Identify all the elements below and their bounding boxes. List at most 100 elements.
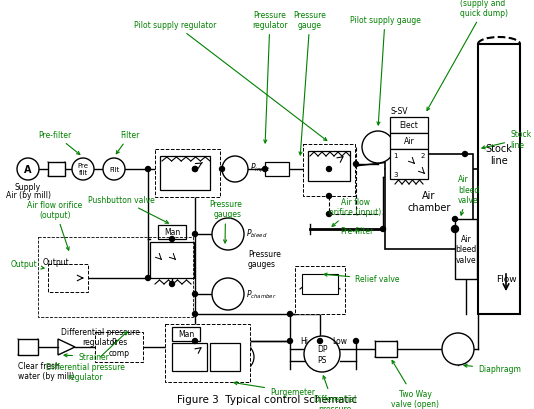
Bar bbox=[303, 145, 355, 196]
Text: A: A bbox=[24, 164, 32, 175]
Text: Man: Man bbox=[164, 228, 180, 237]
Text: $P_{chamber}$: $P_{chamber}$ bbox=[246, 288, 277, 301]
Circle shape bbox=[287, 339, 293, 344]
Text: Stock
line: Stock line bbox=[485, 144, 513, 165]
Text: 1: 1 bbox=[393, 153, 397, 159]
Text: Clear fresh
water (by mill): Clear fresh water (by mill) bbox=[18, 361, 74, 380]
Circle shape bbox=[354, 162, 358, 167]
Circle shape bbox=[192, 312, 198, 317]
Bar bbox=[48, 163, 65, 177]
Bar bbox=[165, 324, 250, 382]
Text: $P_{bleed}$: $P_{bleed}$ bbox=[246, 227, 268, 240]
Text: Low: Low bbox=[333, 337, 348, 346]
Bar bbox=[158, 225, 186, 239]
Circle shape bbox=[219, 167, 224, 172]
Text: Two Way
valve (open): Two Way valve (open) bbox=[391, 361, 439, 409]
Text: Supply: Supply bbox=[15, 182, 41, 191]
Text: Pre
filt: Pre filt bbox=[77, 163, 89, 176]
Circle shape bbox=[169, 282, 175, 287]
Circle shape bbox=[362, 132, 394, 164]
Text: Pilot supply regulator: Pilot supply regulator bbox=[134, 21, 327, 141]
Text: Pilot supply gauge: Pilot supply gauge bbox=[350, 16, 420, 126]
Circle shape bbox=[326, 167, 332, 172]
Circle shape bbox=[212, 218, 244, 250]
Bar bbox=[38, 237, 193, 317]
Text: Air
bleed
valve: Air bleed valve bbox=[458, 175, 479, 216]
Circle shape bbox=[318, 339, 323, 344]
Text: Pushbutton valve: Pushbutton valve bbox=[88, 196, 168, 224]
Text: Relief valve: Relief valve bbox=[324, 274, 399, 284]
Text: Man: Man bbox=[178, 330, 194, 339]
Bar bbox=[150, 243, 194, 278]
Circle shape bbox=[72, 159, 94, 180]
Text: Stock
line: Stock line bbox=[482, 130, 531, 150]
Text: $P_{input}$: $P_{input}$ bbox=[250, 161, 271, 174]
Text: Differential pressure
regulator: Differential pressure regulator bbox=[45, 332, 127, 381]
Text: S-SV: S-SV bbox=[390, 107, 407, 116]
Text: Air: Air bbox=[404, 137, 414, 146]
Text: Purgemeter: Purgemeter bbox=[234, 382, 315, 397]
Bar bbox=[390, 150, 428, 180]
Text: Air (by mill): Air (by mill) bbox=[5, 191, 51, 200]
Circle shape bbox=[381, 227, 386, 232]
Text: Pressure
gauges: Pressure gauges bbox=[248, 249, 281, 269]
Circle shape bbox=[145, 276, 151, 281]
Text: Differential
pressure
switch: Differential pressure switch bbox=[313, 376, 357, 409]
Circle shape bbox=[192, 292, 198, 297]
Text: Figure 3  Typical control schematic: Figure 3 Typical control schematic bbox=[177, 394, 357, 404]
Circle shape bbox=[222, 157, 248, 182]
Bar bbox=[308, 152, 350, 182]
Bar bbox=[160, 157, 210, 191]
Text: Strainer: Strainer bbox=[64, 352, 109, 361]
Text: 2: 2 bbox=[421, 153, 425, 159]
Text: Pres
comp: Pres comp bbox=[108, 337, 130, 357]
Circle shape bbox=[442, 333, 474, 365]
Text: Solenoid valve
(supply and
quick dump): Solenoid valve (supply and quick dump) bbox=[427, 0, 516, 111]
Circle shape bbox=[263, 167, 268, 172]
Text: Air flow orifice
(output): Air flow orifice (output) bbox=[27, 200, 83, 251]
Circle shape bbox=[192, 232, 198, 237]
Circle shape bbox=[287, 312, 293, 317]
Circle shape bbox=[192, 339, 198, 344]
Circle shape bbox=[452, 217, 458, 222]
Text: Air
chamber: Air chamber bbox=[407, 191, 451, 212]
Bar bbox=[155, 150, 220, 198]
Bar bbox=[210, 343, 240, 371]
Circle shape bbox=[304, 336, 340, 372]
Bar bbox=[18, 339, 38, 355]
Bar bbox=[455, 220, 477, 279]
Bar bbox=[375, 341, 397, 357]
Circle shape bbox=[17, 159, 39, 180]
Text: Pressure
regulator: Pressure regulator bbox=[252, 11, 288, 144]
Circle shape bbox=[452, 226, 459, 233]
Text: Output: Output bbox=[10, 260, 44, 270]
Circle shape bbox=[326, 194, 332, 199]
Bar bbox=[172, 343, 207, 371]
Text: Air flow
orifice (input): Air flow orifice (input) bbox=[329, 198, 381, 227]
Text: Diaphragm: Diaphragm bbox=[464, 364, 521, 373]
Text: Pre-filter: Pre-filter bbox=[38, 131, 80, 155]
Bar bbox=[95, 332, 143, 362]
Text: Hi: Hi bbox=[300, 337, 308, 346]
Text: Filter: Filter bbox=[116, 131, 140, 154]
Text: Output: Output bbox=[43, 257, 70, 266]
Bar bbox=[295, 266, 345, 314]
Circle shape bbox=[462, 152, 467, 157]
Text: Flow: Flow bbox=[496, 275, 516, 284]
Text: Pre-filter: Pre-filter bbox=[340, 227, 373, 236]
Text: Air
bleed
valve: Air bleed valve bbox=[456, 234, 477, 264]
Bar bbox=[390, 134, 428, 150]
Circle shape bbox=[212, 278, 244, 310]
Text: Elect: Elect bbox=[399, 121, 419, 130]
Bar bbox=[385, 155, 473, 249]
Circle shape bbox=[192, 167, 198, 172]
Bar bbox=[48, 264, 88, 292]
Text: Pressure
gauges: Pressure gauges bbox=[209, 200, 242, 243]
Circle shape bbox=[145, 167, 151, 172]
Circle shape bbox=[192, 167, 198, 172]
Circle shape bbox=[169, 237, 175, 242]
Text: Filt: Filt bbox=[109, 166, 119, 173]
Bar bbox=[390, 118, 428, 134]
Bar bbox=[172, 327, 200, 341]
Bar bbox=[478, 45, 520, 314]
